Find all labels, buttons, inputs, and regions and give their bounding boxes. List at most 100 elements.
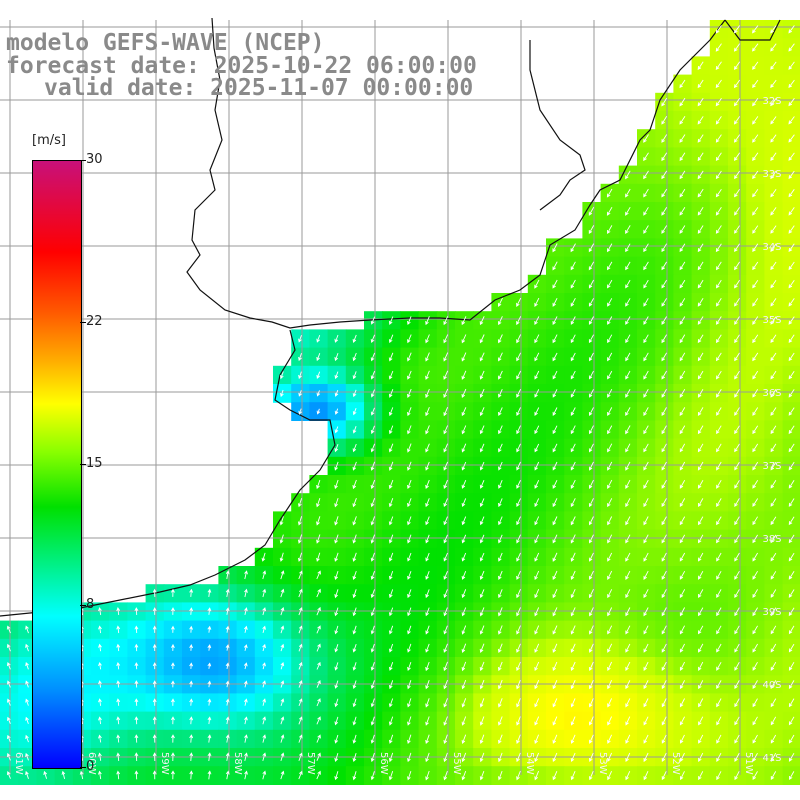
wind-arrow xyxy=(516,698,521,708)
wind-arrow xyxy=(643,243,649,253)
wind-arrow xyxy=(661,116,668,125)
wind-arrow xyxy=(752,461,759,471)
wind-arrow xyxy=(425,516,430,526)
wind-arrow xyxy=(498,425,503,435)
wind-arrow xyxy=(716,625,722,635)
wind-arrow xyxy=(716,407,722,416)
longitude-label: 60W xyxy=(86,752,97,775)
wind-arrow xyxy=(116,770,121,780)
wind-arrow xyxy=(661,479,667,489)
wind-arrow xyxy=(116,698,121,706)
longitude-label: 53W xyxy=(597,752,608,775)
wind-arrow xyxy=(588,352,594,362)
wind-arrow xyxy=(770,25,777,34)
wind-arrow xyxy=(625,771,631,781)
wind-arrow xyxy=(734,243,740,252)
wind-arrow xyxy=(788,443,795,453)
wind-arrow xyxy=(643,643,649,653)
wind-arrow xyxy=(370,771,375,781)
wind-arrow xyxy=(280,389,284,398)
wind-arrow xyxy=(661,316,667,325)
wind-arrow xyxy=(716,298,722,307)
wind-arrow xyxy=(607,225,613,235)
wind-arrow xyxy=(516,643,521,653)
wind-arrow xyxy=(516,334,522,344)
wind-arrow xyxy=(698,552,704,562)
wind-arrow xyxy=(625,243,631,253)
wind-arrow xyxy=(425,625,430,635)
wind-arrow xyxy=(479,643,485,653)
colorbar-tick-mark xyxy=(80,605,86,607)
wind-arrow xyxy=(189,680,194,688)
wind-arrow xyxy=(171,625,175,633)
wind-arrow xyxy=(534,461,540,471)
wind-arrow xyxy=(643,607,649,617)
wind-arrow xyxy=(570,297,576,307)
wind-arrow xyxy=(352,625,357,635)
wind-arrow xyxy=(697,388,704,398)
wind-arrow xyxy=(334,390,339,397)
wind-arrow xyxy=(788,698,795,708)
wind-arrow xyxy=(788,734,795,744)
wind-arrow xyxy=(352,662,357,671)
wind-arrow xyxy=(679,97,686,107)
wind-arrow xyxy=(497,661,503,672)
wind-arrow xyxy=(370,752,375,763)
wind-arrow xyxy=(643,680,649,690)
wind-arrow xyxy=(497,370,503,380)
wind-arrow xyxy=(552,480,558,489)
wind-arrow xyxy=(752,261,759,271)
wind-arrow xyxy=(189,698,194,706)
wind-arrow xyxy=(697,61,704,70)
wind-arrow xyxy=(770,352,777,362)
wind-arrow xyxy=(770,370,777,380)
wind-arrow xyxy=(788,680,795,690)
wind-arrow xyxy=(225,644,230,651)
wind-arrow xyxy=(734,425,740,435)
wind-arrow xyxy=(679,698,685,708)
wind-arrow xyxy=(298,588,303,598)
wind-arrow xyxy=(715,116,722,125)
wind-arrow xyxy=(697,334,704,344)
wind-arrow xyxy=(516,570,521,580)
wind-arrow xyxy=(189,588,194,597)
wind-arrow xyxy=(698,498,704,508)
wind-arrow xyxy=(388,698,394,708)
wind-arrow xyxy=(716,425,722,435)
wind-arrow xyxy=(479,425,485,435)
wind-arrow xyxy=(770,407,777,416)
wind-arrow xyxy=(425,334,430,344)
wind-arrow xyxy=(788,261,795,271)
wind-arrow xyxy=(570,534,576,544)
wind-arrow xyxy=(716,570,722,580)
wind-arrow xyxy=(497,625,503,635)
wind-arrow xyxy=(334,516,339,526)
wind-arrow xyxy=(279,534,284,544)
wind-arrow xyxy=(788,607,795,617)
wind-arrow xyxy=(788,370,795,380)
wind-arrow xyxy=(607,716,613,726)
wind-arrow xyxy=(679,298,686,307)
wind-arrow xyxy=(625,170,631,180)
wind-arrow xyxy=(443,425,449,435)
wind-arrow xyxy=(679,661,685,671)
wind-arrow xyxy=(534,680,540,690)
wind-arrow xyxy=(697,188,704,198)
wind-arrow xyxy=(134,734,139,743)
wind-arrow xyxy=(698,680,704,690)
wind-arrow xyxy=(661,388,667,398)
wind-arrow xyxy=(497,352,503,362)
wind-arrow xyxy=(697,352,704,362)
wind-arrow xyxy=(262,680,266,688)
wind-arrow xyxy=(734,261,740,271)
wind-arrow xyxy=(697,461,704,471)
wind-arrow xyxy=(588,370,594,380)
wind-arrow xyxy=(25,680,29,688)
wind-arrow xyxy=(752,225,759,234)
wind-arrow xyxy=(534,516,540,526)
wind-arrow xyxy=(752,443,759,453)
wind-arrow xyxy=(588,425,594,435)
wind-arrow xyxy=(280,752,285,762)
wind-arrow xyxy=(25,662,29,670)
wind-arrow xyxy=(733,97,741,107)
